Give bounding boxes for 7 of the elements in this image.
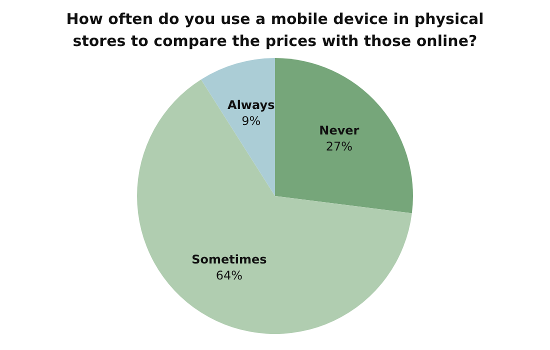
slice-label: Sometimes	[192, 252, 267, 266]
data-label: 9%	[242, 114, 261, 128]
slice-label: Never	[319, 124, 360, 138]
chart-title: How often do you use a mobile device in physical stores to compare the prices with those online?	[65, 9, 485, 52]
data-label: 64%	[216, 268, 242, 282]
data-label: 27%	[326, 140, 353, 154]
slice-label: Always	[228, 98, 275, 112]
